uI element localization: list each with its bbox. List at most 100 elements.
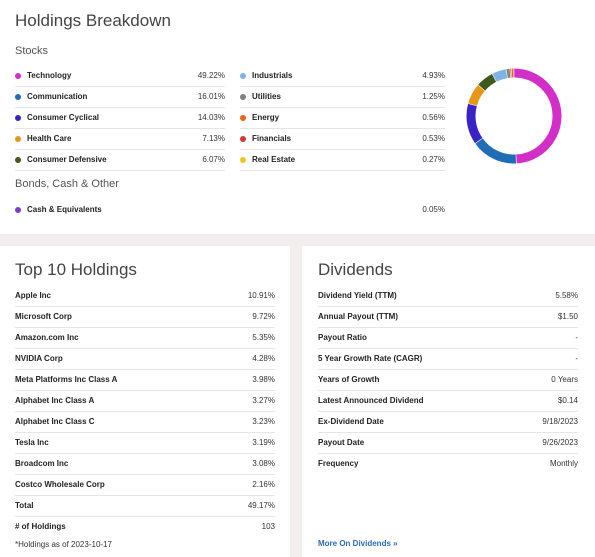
dividend-label: Latest Announced Dividend [318, 396, 424, 405]
holding-name: Costco Wholesale Corp [15, 480, 105, 489]
sector-label: Health Care [27, 134, 72, 143]
stocks-subheading: Stocks [15, 45, 49, 57]
sector-row-industrials: Industrials 4.93% [240, 66, 445, 87]
holding-name: Amazon.com Inc [15, 333, 79, 342]
dividends-card: Dividends Dividend Yield (TTM) 5.58% Ann… [302, 246, 595, 557]
financials-legend-dot [240, 136, 246, 142]
dividend-value: 9/18/2023 [542, 417, 578, 426]
total-value: 49.17% [247, 501, 275, 510]
holding-weight: 10.91% [247, 291, 275, 300]
sector-row-technology: Technology 49.22% [15, 66, 225, 87]
sector-value: 16.01% [197, 92, 225, 101]
utilities-legend-dot [240, 94, 246, 100]
dividend-label: Years of Growth [318, 375, 380, 384]
holdings-as-of-note: *Holdings as of 2023-10-17 [15, 540, 112, 549]
health-care-legend-dot [15, 136, 21, 142]
holding-weight: 9.72% [252, 312, 275, 321]
table-row: Meta Platforms Inc Class A 3.98% [15, 370, 275, 391]
real-estate-legend-dot [240, 157, 246, 163]
top-10-holdings-title: Top 10 Holdings [15, 260, 137, 279]
table-row: Alphabet Inc Class A 3.27% [15, 391, 275, 412]
dividend-label: Payout Date [318, 438, 365, 447]
sector-value: 7.13% [202, 134, 225, 143]
dividend-row-ex-dividend-date: Ex-Dividend Date 9/18/2023 [318, 412, 578, 433]
dividend-row-frequency: Frequency Monthly [318, 454, 578, 475]
sector-row-energy: Energy 0.56% [240, 108, 445, 129]
holdings-count-row: # of Holdings 103 [15, 517, 275, 538]
table-row: Amazon.com Inc 5.35% [15, 328, 275, 349]
holding-weight: 3.27% [252, 396, 275, 405]
dividend-value: $1.50 [557, 312, 578, 321]
sector-value: 14.03% [197, 113, 225, 122]
bonds-cash-other-subheading: Bonds, Cash & Other [15, 178, 119, 190]
table-row: Costco Wholesale Corp 2.16% [15, 475, 275, 496]
dividend-value: - [575, 354, 578, 363]
sector-label: Consumer Cyclical [27, 113, 100, 122]
sector-value: 4.93% [422, 71, 445, 80]
total-label: Total [15, 501, 34, 510]
sector-donut-chart [466, 68, 562, 164]
table-row: Tesla Inc 3.19% [15, 433, 275, 454]
donut-slice-communication [475, 138, 517, 164]
sector-value: 6.07% [202, 155, 225, 164]
sector-value: 49.22% [197, 71, 225, 80]
sector-row-cash-equivalents: Cash & Equivalents 0.05% [15, 200, 445, 221]
dividend-value: 9/26/2023 [542, 438, 578, 447]
top-10-holdings-card: Top 10 Holdings Apple Inc 10.91% Microso… [0, 246, 290, 557]
consumer-defensive-legend-dot [15, 157, 21, 163]
more-on-dividends-link[interactable]: More On Dividends » [318, 539, 398, 548]
donut-slice-consumer-defensive [478, 73, 497, 91]
holding-name: Broadcom Inc [15, 459, 69, 468]
dividend-row-annual-payout: Annual Payout (TTM) $1.50 [318, 307, 578, 328]
dividend-label: Payout Ratio [318, 333, 367, 342]
technology-legend-dot [15, 73, 21, 79]
dividend-row-latest-dividend: Latest Announced Dividend $0.14 [318, 391, 578, 412]
dividend-value: 0 Years [551, 375, 578, 384]
sector-label: Cash & Equivalents [27, 205, 102, 214]
total-row: Total 49.17% [15, 496, 275, 517]
donut-slice-technology [514, 68, 562, 164]
holdings-breakdown-card: Holdings Breakdown Stocks Technology 49.… [0, 0, 595, 234]
holding-name: Meta Platforms Inc Class A [15, 375, 118, 384]
sector-row-consumer-defensive: Consumer Defensive 6.07% [15, 150, 225, 171]
dividend-label: 5 Year Growth Rate (CAGR) [318, 354, 423, 363]
holding-weight: 4.28% [252, 354, 275, 363]
sector-value: 0.05% [422, 205, 445, 214]
table-row: Broadcom Inc 3.08% [15, 454, 275, 475]
dividend-row-years-of-growth: Years of Growth 0 Years [318, 370, 578, 391]
sector-label: Utilities [252, 92, 281, 101]
holdings-count-label: # of Holdings [15, 522, 66, 531]
communication-legend-dot [15, 94, 21, 100]
sector-label: Communication [27, 92, 88, 101]
donut-slice-industrials [492, 69, 508, 82]
dividend-label: Dividend Yield (TTM) [318, 291, 397, 300]
dividend-row-payout-date: Payout Date 9/26/2023 [318, 433, 578, 454]
sector-row-health-care: Health Care 7.13% [15, 129, 225, 150]
dividend-row-yield: Dividend Yield (TTM) 5.58% [318, 286, 578, 307]
sector-value: 1.25% [422, 92, 445, 101]
sector-value: 0.56% [422, 113, 445, 122]
sector-label: Energy [252, 113, 280, 122]
cash-equivalents-legend-dot [15, 207, 21, 213]
industrials-legend-dot [240, 73, 246, 79]
holding-weight: 3.19% [252, 438, 275, 447]
dividend-row-payout-ratio: Payout Ratio - [318, 328, 578, 349]
donut-slice-consumer-cyclical [466, 103, 483, 144]
sector-value: 0.53% [422, 134, 445, 143]
holding-weight: 3.23% [252, 417, 275, 426]
dividend-value: $0.14 [557, 396, 578, 405]
holdings-breakdown-title: Holdings Breakdown [15, 11, 171, 30]
sector-label: Consumer Defensive [27, 155, 107, 164]
sector-value: 0.27% [422, 155, 445, 164]
holding-name: NVIDIA Corp [15, 354, 63, 363]
sector-label: Technology [27, 71, 72, 80]
holding-name: Alphabet Inc Class C [15, 417, 95, 426]
table-row: Alphabet Inc Class C 3.23% [15, 412, 275, 433]
holdings-count-value: 103 [261, 522, 275, 531]
consumer-cyclical-legend-dot [15, 115, 21, 121]
sector-label: Real Estate [252, 155, 296, 164]
dividend-row-growth-rate: 5 Year Growth Rate (CAGR) - [318, 349, 578, 370]
dividend-label: Ex-Dividend Date [318, 417, 384, 426]
energy-legend-dot [240, 115, 246, 121]
sector-label: Industrials [252, 71, 293, 80]
